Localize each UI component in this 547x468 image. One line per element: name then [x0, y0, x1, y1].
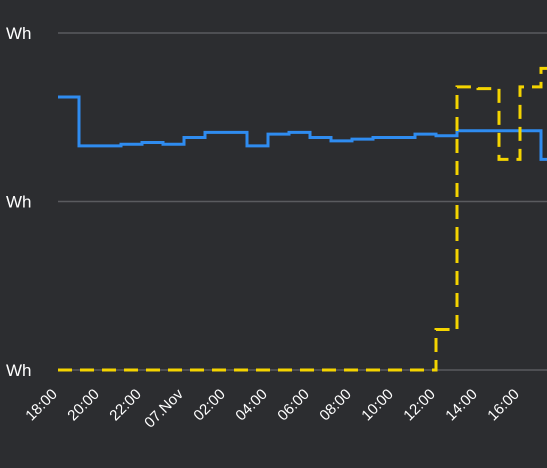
grid-layer [58, 32, 547, 371]
x-tick-label: 02:00 [190, 386, 229, 425]
x-tick-label: 14:00 [442, 386, 481, 425]
x-tick-label: 20:00 [64, 386, 103, 425]
y-tick-label: Wh [6, 193, 32, 212]
x-tick-label: 18:00 [22, 386, 61, 425]
series-layer [58, 66, 547, 372]
series-line-2 [58, 66, 547, 372]
x-tick-label: 12:00 [400, 386, 439, 425]
y-tick-label: Wh [6, 361, 32, 380]
x-tick-label: 08:00 [316, 386, 355, 425]
x-tick-label: 06:00 [274, 386, 313, 425]
x-tick-label: 07.Nov [141, 385, 187, 431]
x-tick-label: 10:00 [358, 386, 397, 425]
y-axis-labels: Wh Wh Wh [6, 24, 32, 380]
x-tick-label: 22:00 [106, 386, 145, 425]
x-tick-label: 16:00 [484, 386, 523, 425]
series-line-1 [58, 95, 547, 161]
y-tick-label: Wh [6, 24, 32, 43]
x-tick-label: 04:00 [232, 386, 271, 425]
